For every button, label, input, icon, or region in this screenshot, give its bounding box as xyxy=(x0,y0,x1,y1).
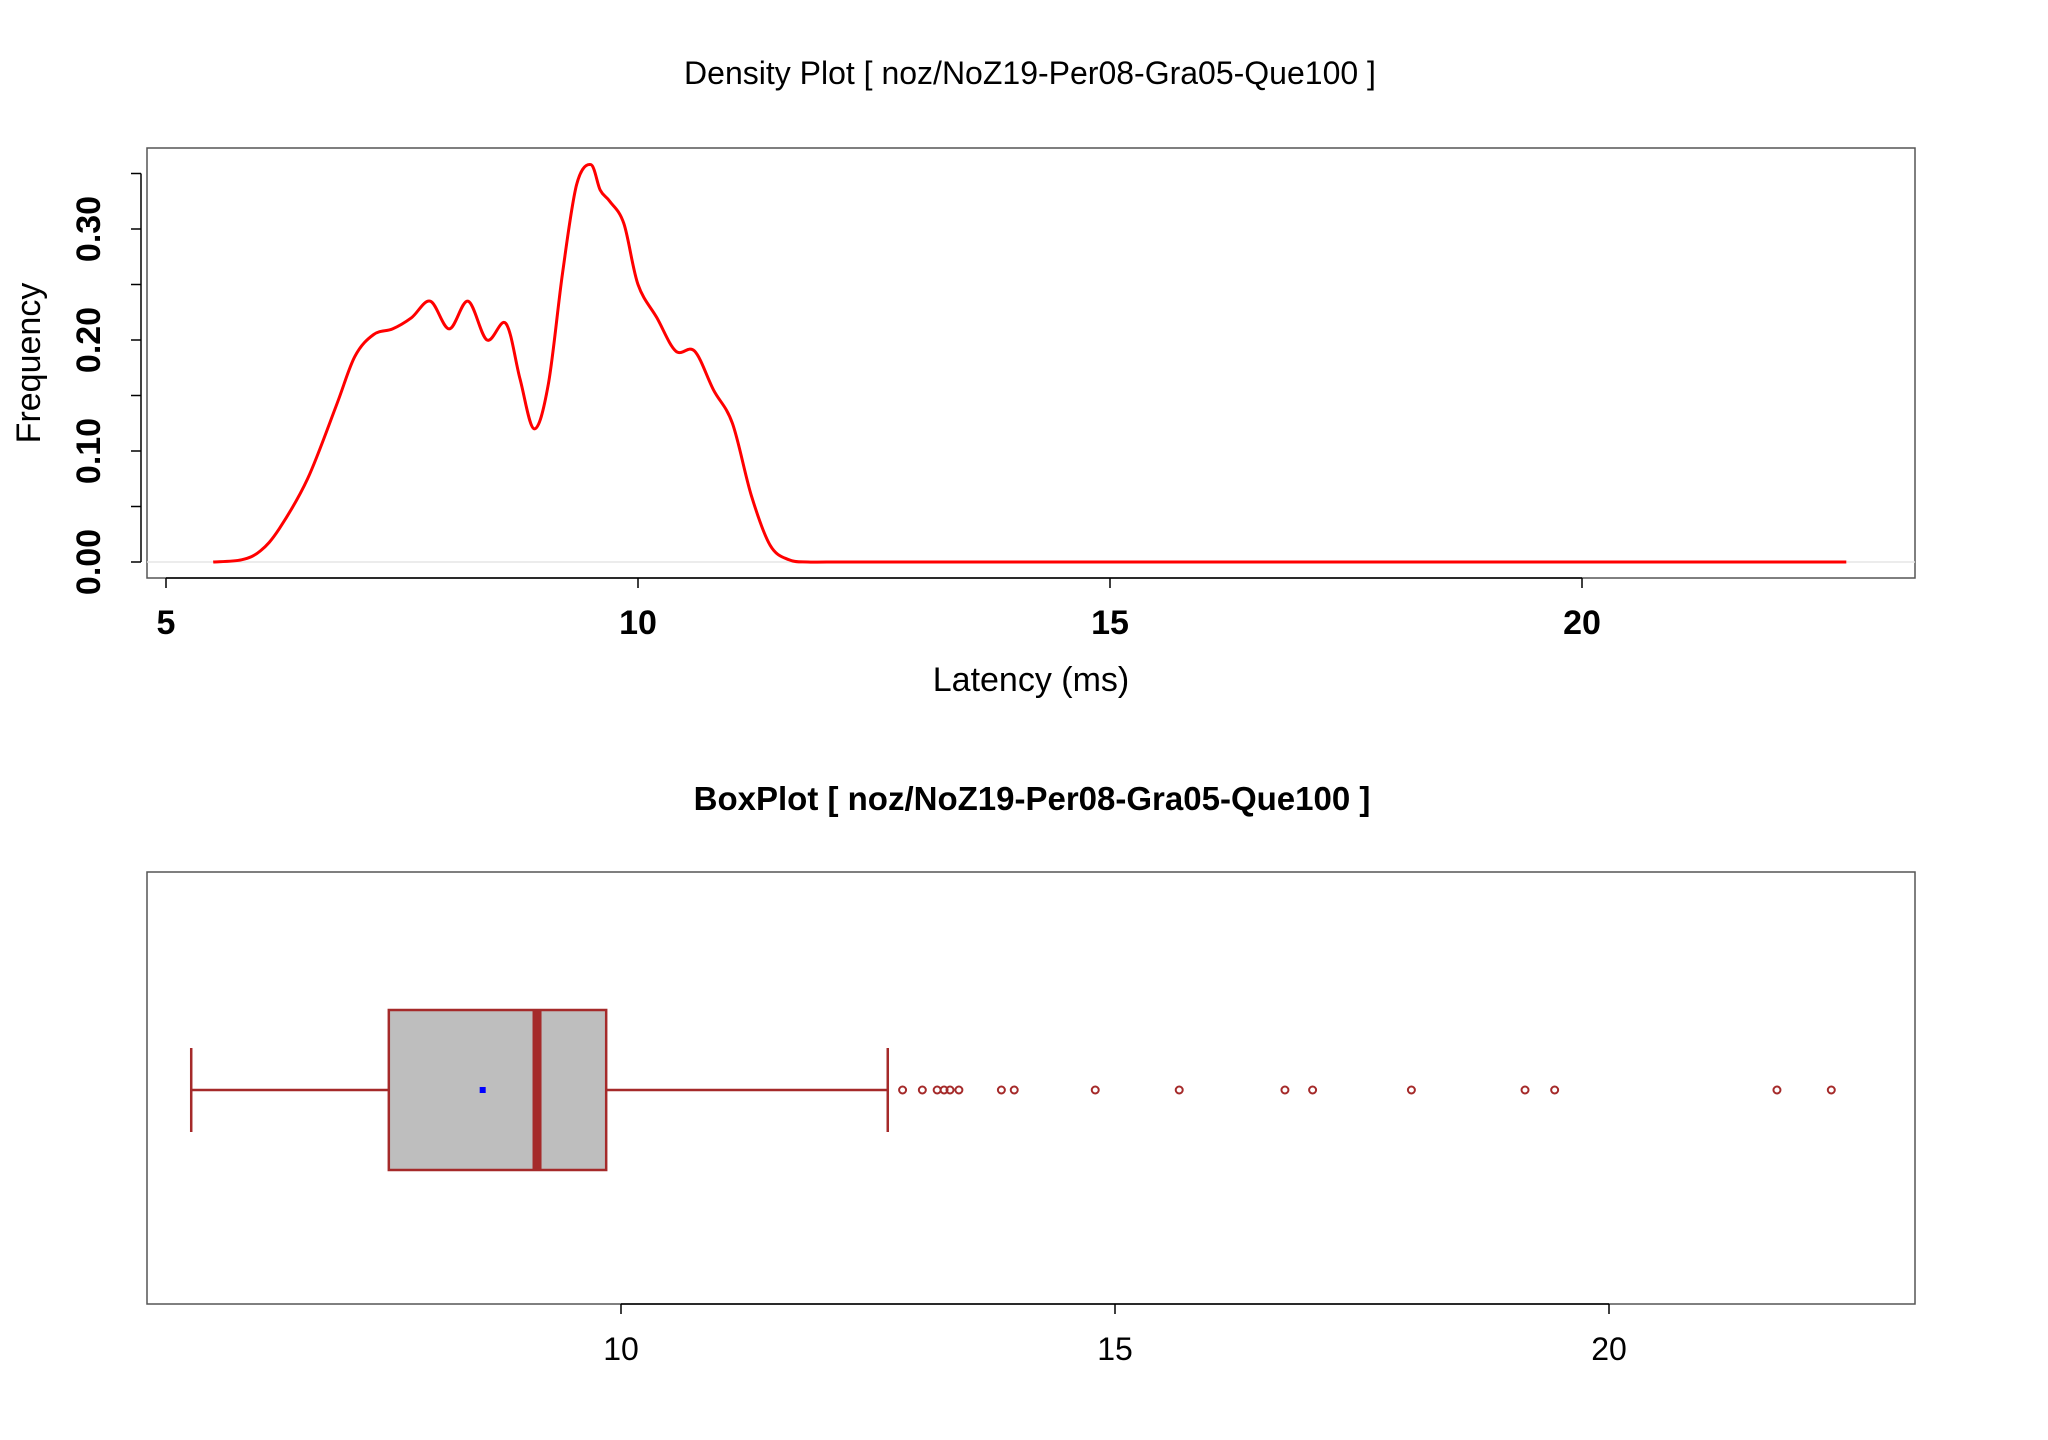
boxplot-outlier-point xyxy=(1009,1085,1019,1095)
density-plot-frame xyxy=(146,147,1916,579)
boxplot-outlier-point xyxy=(1090,1085,1100,1095)
density-y-tick-label: 0.30 xyxy=(70,196,108,262)
boxplot-outlier-point xyxy=(1772,1085,1782,1095)
boxplot-outlier-point xyxy=(1826,1085,1836,1095)
boxplot-x-tick-label: 10 xyxy=(603,1331,639,1367)
boxplot-outlier-point xyxy=(945,1085,955,1095)
density-series-line xyxy=(213,162,1847,564)
density-title: Density Plot [ noz/NoZ19-Per08-Gra05-Que… xyxy=(684,55,1376,91)
density-y-tick-label: 0.20 xyxy=(70,307,108,373)
boxplot-x-tick-label: 20 xyxy=(1591,1331,1627,1367)
boxplot-outlier-point xyxy=(1406,1085,1416,1095)
boxplot-outlier-point xyxy=(1520,1085,1530,1095)
boxplot-outlier-point xyxy=(954,1085,964,1095)
density-y-tick-label: 0.10 xyxy=(70,418,108,484)
density-x-tick-label: 20 xyxy=(1563,604,1601,642)
density-y-label: Frequency xyxy=(10,283,48,444)
boxplot-marks xyxy=(189,1008,1836,1172)
boxplot-outlier-point xyxy=(996,1085,1006,1095)
boxplot-outlier-point xyxy=(1280,1085,1290,1095)
boxplot-outlier-point xyxy=(939,1085,949,1095)
boxplot-outlier-point xyxy=(1308,1085,1318,1095)
density-x-tick-label: 5 xyxy=(157,604,176,642)
boxplot-outlier-point xyxy=(898,1085,908,1095)
density-y-tick-label: 0.00 xyxy=(70,529,108,595)
boxplot-x-tick-label: 15 xyxy=(1097,1331,1133,1367)
density-x-tick-label: 15 xyxy=(1091,604,1129,642)
boxplot-title: BoxPlot [ noz/NoZ19-Per08-Gra05-Que100 ] xyxy=(694,780,1371,817)
density-x-tick-label: 10 xyxy=(619,604,657,642)
boxplot-box xyxy=(387,1008,608,1172)
density-x-axis: 5 10 15 20 xyxy=(157,577,1601,642)
boxplot-outlier-point xyxy=(1174,1085,1184,1095)
boxplot-x-axis: 10 15 20 xyxy=(603,1303,1627,1367)
density-x-label: Latency (ms) xyxy=(933,661,1130,699)
boxplot-mean-marker xyxy=(479,1087,486,1093)
density-y-axis: 0.00 0.10 0.20 0.30 xyxy=(70,172,142,595)
boxplot-outlier-point xyxy=(917,1085,927,1095)
boxplot-outlier-point xyxy=(1550,1085,1560,1095)
